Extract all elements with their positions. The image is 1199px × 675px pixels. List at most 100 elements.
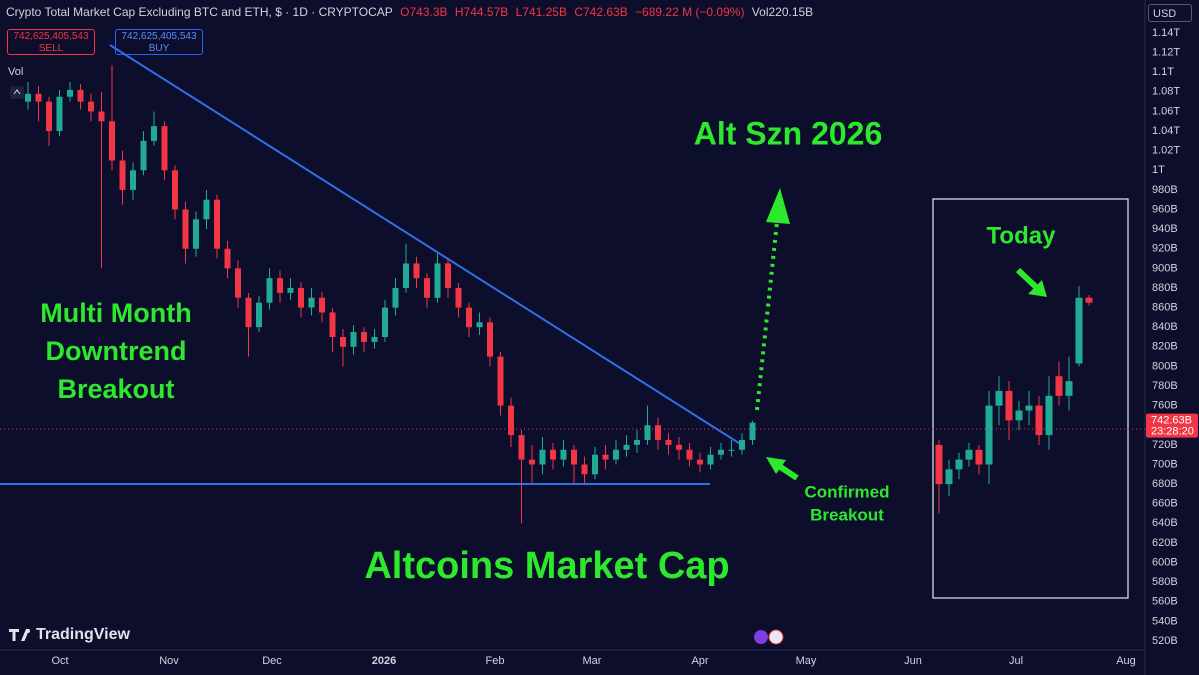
candle-body	[277, 278, 283, 293]
x-tick-label: Apr	[691, 655, 708, 667]
candle-body	[56, 96, 63, 132]
candle-body	[25, 93, 31, 102]
candle-body	[1065, 381, 1073, 396]
today-arrowhead	[1028, 280, 1047, 297]
candle-body	[445, 263, 451, 288]
currency-selector[interactable]: USD	[1148, 4, 1192, 22]
candle-body	[245, 297, 252, 328]
candle-body	[487, 322, 493, 357]
y-tick-label: 1T	[1152, 164, 1165, 176]
candle-body	[413, 263, 420, 279]
open-value: O743.3B	[400, 5, 448, 19]
candle-body	[975, 449, 983, 465]
y-tick-label: 1.14T	[1152, 27, 1180, 39]
candle-body	[602, 454, 609, 460]
y-tick-label: 940B	[1152, 223, 1178, 235]
sell-button[interactable]: 742,625,405,543 SELL	[7, 29, 95, 55]
collapse-button[interactable]	[10, 86, 24, 99]
candle-body	[965, 449, 973, 460]
breakout-arrow	[777, 463, 799, 481]
y-tick-label: 1.04T	[1152, 125, 1180, 137]
x-tick-label: Mar	[583, 655, 602, 667]
y-tick-label: 960B	[1152, 203, 1178, 215]
target-arrow	[755, 221, 779, 411]
y-tick-label: 780B	[1152, 380, 1178, 392]
candle-body	[46, 101, 52, 132]
y-tick-label: 1.08T	[1152, 86, 1180, 98]
candle-body	[287, 287, 294, 293]
candle-body	[560, 449, 567, 460]
candle-body	[1025, 405, 1033, 411]
candle-body	[718, 449, 724, 455]
annotation-downtrend: Multi Month	[40, 298, 191, 328]
candle-body	[955, 459, 963, 470]
x-tick-label: Aug	[1116, 655, 1136, 667]
candle-body	[35, 93, 42, 102]
candle-body	[298, 287, 304, 308]
candle-body	[235, 268, 241, 298]
y-tick-label: 520B	[1152, 635, 1178, 647]
candle-body	[109, 121, 115, 161]
candle-body	[424, 278, 430, 298]
y-tick-label: 1.02T	[1152, 145, 1180, 157]
y-tick-label: 600B	[1152, 556, 1178, 568]
candle-body	[676, 444, 682, 450]
event-icon[interactable]	[768, 629, 784, 645]
collapse-icon	[13, 89, 21, 95]
x-tick-label: 2026	[372, 655, 396, 667]
candle-body	[140, 140, 147, 171]
candle-body	[130, 170, 136, 190]
y-tick-label: 680B	[1152, 478, 1178, 490]
y-tick-label: 660B	[1152, 498, 1178, 510]
candle-body	[224, 248, 231, 269]
candle-body	[613, 449, 619, 460]
header: Crypto Total Market Cap Excluding BTC an…	[6, 5, 817, 19]
annotation-confirmed: Confirmed	[805, 482, 890, 501]
candle-body	[340, 337, 346, 347]
candle-body	[172, 170, 178, 210]
candle-body	[77, 89, 84, 102]
candle-body	[182, 209, 189, 249]
y-tick-label: 700B	[1152, 458, 1178, 470]
candle-body	[749, 422, 756, 440]
candle-body	[945, 469, 953, 485]
price-tag	[1146, 413, 1198, 438]
event-icon[interactable]	[754, 630, 768, 644]
candle-body	[403, 263, 409, 288]
candle-body	[382, 307, 388, 337]
candle-body	[308, 297, 315, 308]
candle-body	[88, 101, 94, 112]
y-tick-label: 1.12T	[1152, 47, 1180, 59]
candle-body	[161, 126, 168, 171]
symbol-title: Crypto Total Market Cap Excluding BTC an…	[6, 5, 393, 19]
change-value: −689.22 M (−0.09%)	[635, 5, 745, 19]
annotation-today: Today	[987, 222, 1057, 249]
candle-body	[508, 405, 514, 436]
candle-body	[361, 332, 367, 342]
buy-label: BUY	[148, 43, 170, 54]
buy-button[interactable]: 742,625,405,543 BUY	[115, 29, 203, 55]
candle-body	[623, 444, 630, 450]
candle-body	[151, 126, 157, 141]
sell-price: 742,625,405,543	[13, 31, 89, 42]
candle-body	[193, 219, 199, 249]
candle-body	[518, 435, 525, 460]
candle-body	[1055, 376, 1063, 396]
candle-body	[592, 454, 598, 475]
y-tick-label: 860B	[1152, 301, 1178, 313]
candle-body	[67, 89, 73, 97]
candle-body	[329, 312, 336, 337]
low-value: L741.25B	[515, 5, 567, 19]
breakout-arrowhead	[766, 457, 786, 474]
annotation-target: Alt Szn 2026	[694, 115, 883, 151]
y-tick-label: 880B	[1152, 282, 1178, 294]
candle-body	[466, 307, 472, 328]
candle-body	[371, 337, 378, 342]
candle-body	[686, 449, 693, 460]
candle-body	[434, 263, 441, 298]
candle-body	[319, 297, 325, 313]
candle-body	[497, 356, 504, 406]
candle-body	[634, 439, 640, 445]
